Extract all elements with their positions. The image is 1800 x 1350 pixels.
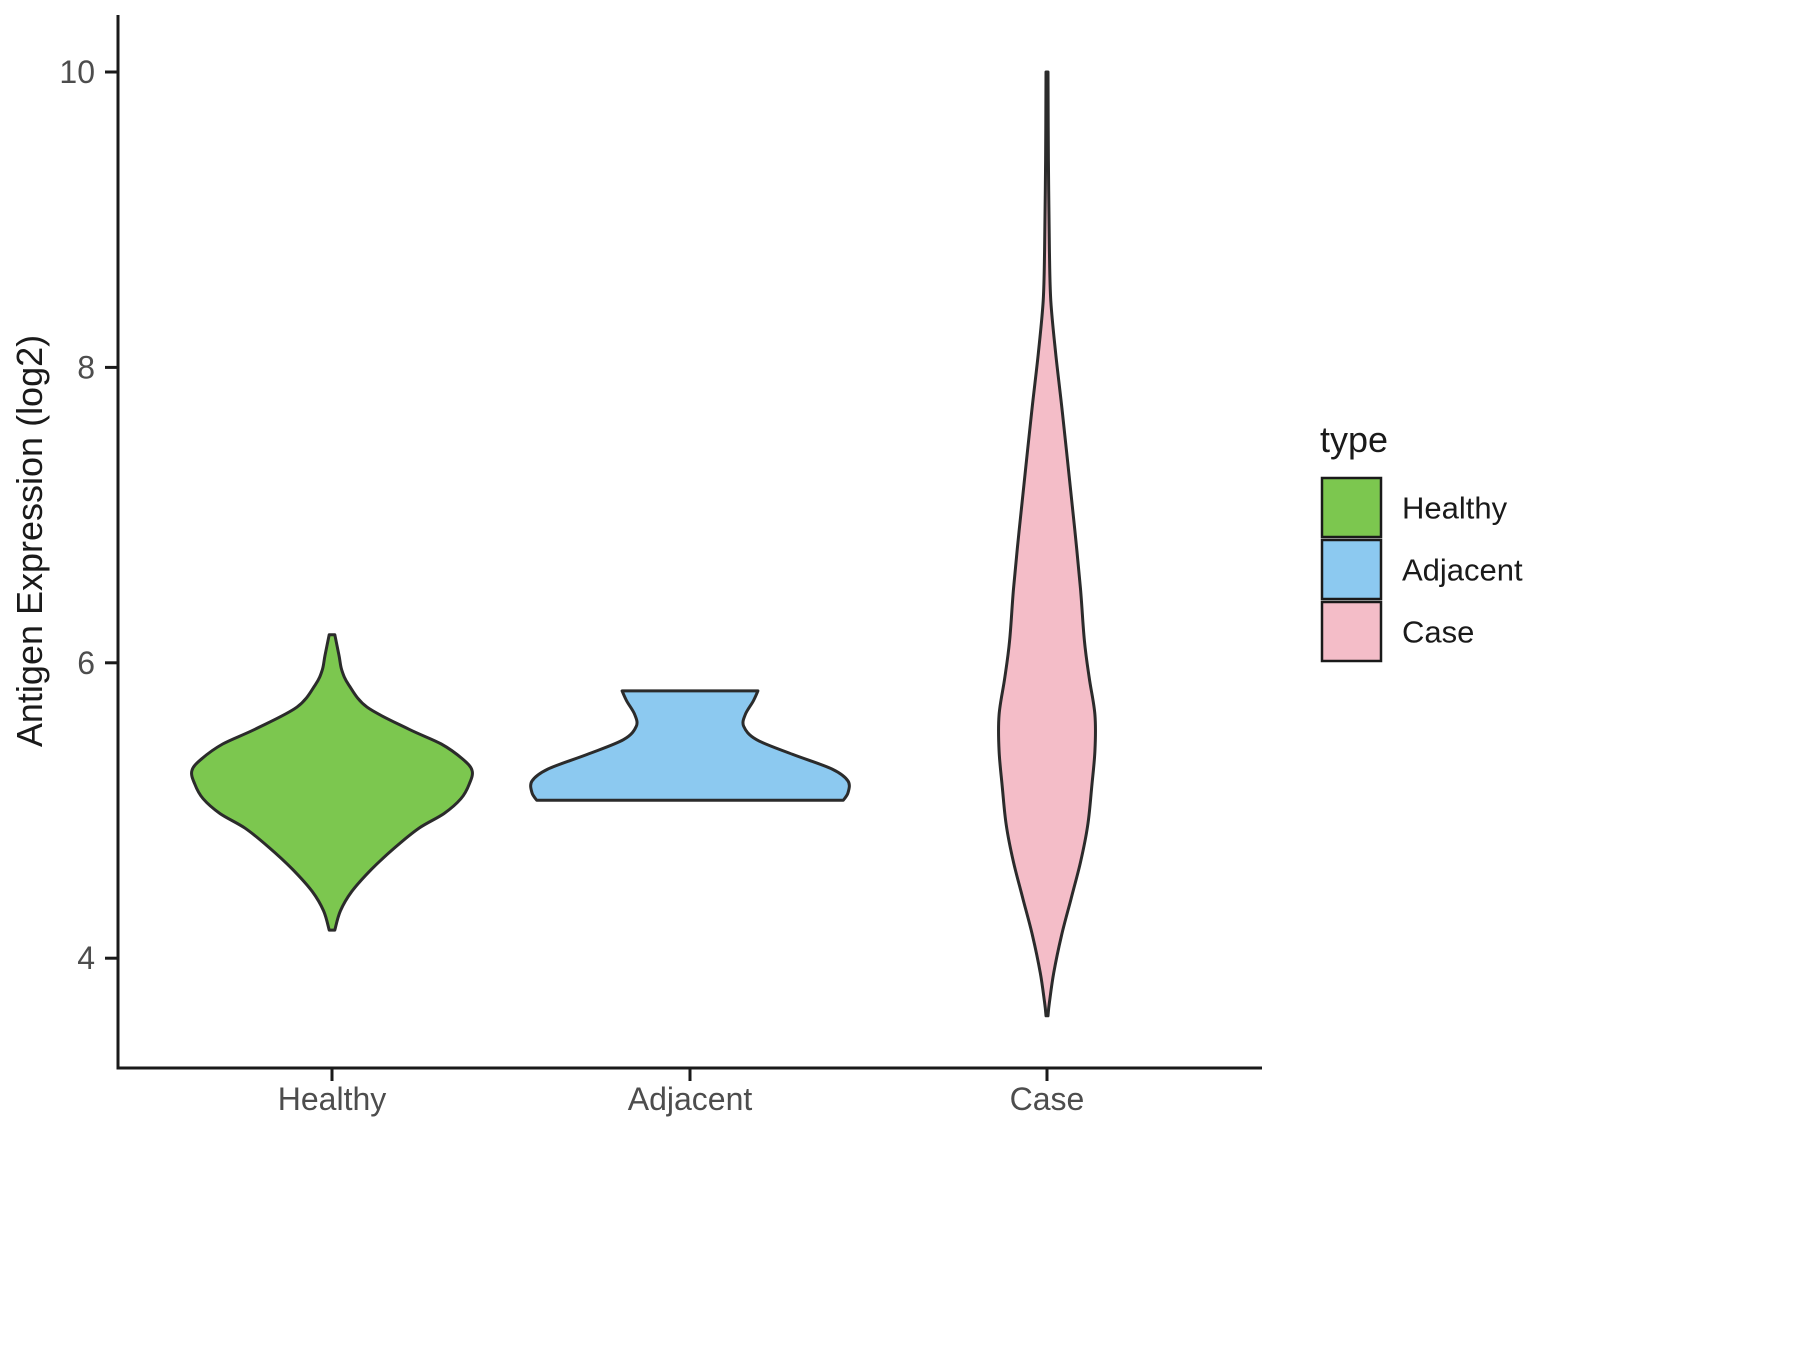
x-tick-label-adjacent: Adjacent [628,1081,753,1117]
legend-swatch-adjacent [1320,538,1383,601]
legend-item-adjacent: Adjacent [1320,538,1523,601]
y-tick-label: 10 [59,54,95,90]
violins [190,70,1097,1018]
violin-adjacent [529,689,851,802]
x-tick-label-healthy: Healthy [278,1081,387,1117]
y-tick-label: 8 [77,349,95,385]
y-axis-title: Antigen Expression (log2) [9,335,50,747]
legend-item-case: Case [1320,600,1474,663]
legend-title: type [1320,419,1388,460]
y-axis-ticks: 4 6 8 10 [59,54,118,976]
legend-item-healthy: Healthy [1320,476,1508,539]
legend-label-case: Case [1402,615,1474,650]
violin-healthy [190,633,474,932]
legend: type Healthy Adjacent Case [1320,419,1523,663]
legend-label-healthy: Healthy [1402,491,1508,526]
legend-label-adjacent: Adjacent [1402,553,1523,588]
legend-swatch-case [1320,600,1383,663]
y-tick-label: 6 [77,645,95,681]
x-tick-label-case: Case [1010,1081,1085,1117]
y-tick-label: 4 [77,940,95,976]
x-axis-ticks: Healthy Adjacent Case [278,1068,1085,1117]
plot-panel: 4 6 8 10 Healthy Adjacent Case Antigen Expres… [9,15,1262,1117]
violin-case [997,70,1097,1018]
legend-swatch-healthy [1320,476,1383,539]
